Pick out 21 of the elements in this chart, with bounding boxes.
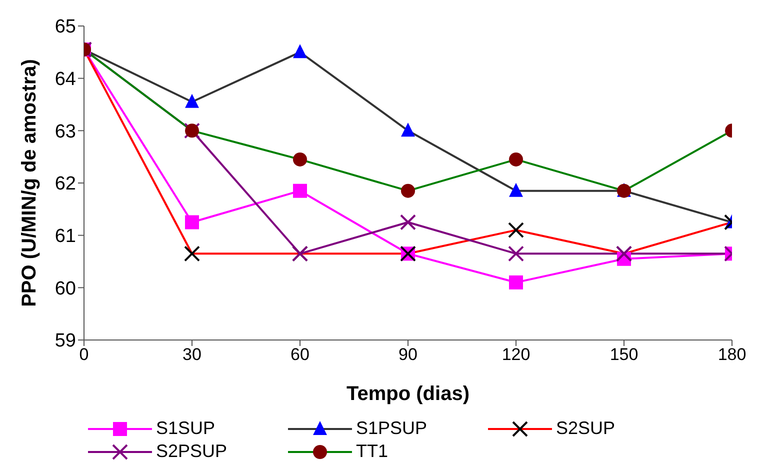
- legend-label: S1PSUP: [356, 418, 428, 439]
- legend-label: S2SUP: [556, 418, 616, 439]
- x-tick-label: 90: [398, 345, 418, 364]
- legend-label: S2PSUP: [156, 441, 228, 462]
- y-tick-label: 62: [54, 174, 76, 195]
- y-tick-label: 64: [54, 69, 76, 90]
- y-axis-title: PPO (U/MIN/g de amostra): [18, 59, 40, 307]
- y-tick-label: 59: [54, 330, 76, 352]
- x-tick-label: 180: [718, 345, 746, 364]
- x-tick-label: 120: [502, 345, 530, 364]
- x-tick-label: 150: [610, 345, 638, 364]
- legend-label: S1SUP: [156, 418, 216, 439]
- x-tick-label: 60: [290, 345, 310, 364]
- x-axis-title: Tempo (dias): [346, 383, 470, 405]
- x-tick-label: 0: [79, 345, 89, 364]
- y-tick-label: 61: [54, 226, 76, 248]
- y-tick-label: 65: [54, 16, 76, 38]
- y-tick-label: 63: [54, 121, 76, 142]
- x-tick-label: 30: [182, 345, 202, 364]
- legend-label: TT1: [356, 441, 388, 462]
- y-tick-label: 60: [54, 278, 76, 300]
